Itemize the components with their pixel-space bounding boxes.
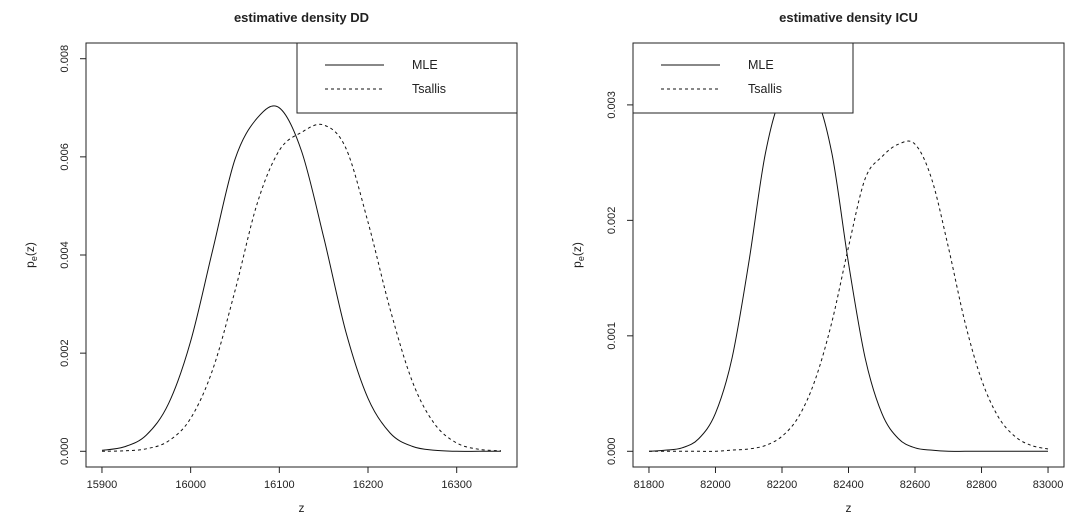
y-tick-label: 0.006 bbox=[59, 143, 71, 171]
series-line-tsallis bbox=[649, 140, 1049, 452]
y-tick-label: 0.000 bbox=[59, 438, 71, 466]
y-tick-label: 0.000 bbox=[606, 438, 618, 466]
y-axis-label-tail: (z) bbox=[570, 242, 584, 256]
x-tick-label: 16100 bbox=[264, 479, 295, 491]
y-tick-label: 0.002 bbox=[606, 207, 618, 235]
series-line-tsallis bbox=[101, 123, 502, 452]
legend-box bbox=[632, 42, 854, 114]
chart-title: estimative density DD bbox=[234, 10, 369, 25]
series-line-mle bbox=[101, 105, 501, 452]
x-tick-label: 82200 bbox=[767, 479, 798, 491]
y-axis-label-sub: e bbox=[576, 256, 586, 261]
x-tick-label: 16000 bbox=[175, 479, 206, 491]
legend-label-mle: MLE bbox=[412, 58, 438, 72]
legend-label-mle: MLE bbox=[748, 58, 774, 72]
y-axis-label-tail: (z) bbox=[23, 242, 37, 256]
y-axis-label-sub: e bbox=[29, 256, 39, 261]
y-axis-label: pe(z) bbox=[570, 242, 586, 268]
legend-box bbox=[296, 42, 518, 114]
series-line-mle bbox=[648, 94, 1048, 452]
x-tick-label: 82800 bbox=[966, 479, 997, 491]
y-axis-label-main: p bbox=[23, 261, 37, 268]
y-tick-label: 0.003 bbox=[606, 91, 618, 119]
y-axis-label: pe(z) bbox=[23, 242, 39, 268]
x-tick-label: 82400 bbox=[833, 479, 864, 491]
x-axis-label: z bbox=[846, 501, 852, 515]
x-tick-label: 81800 bbox=[634, 479, 665, 491]
chart-title: estimative density ICU bbox=[779, 10, 918, 25]
chart-panel-dd: estimative density DD 15900 16000 16100 1620… bbox=[23, 10, 518, 515]
y-tick-label: 0.008 bbox=[59, 45, 71, 73]
x-tick-label: 82000 bbox=[700, 479, 731, 491]
y-axis-label-main: p bbox=[570, 261, 584, 268]
chart-panel-icu: estimative density ICU 81800 82000 82200 824… bbox=[570, 10, 1065, 515]
x-tick-label: 82600 bbox=[900, 479, 931, 491]
x-tick-label: 15900 bbox=[87, 479, 118, 491]
legend-label-tsallis: Tsallis bbox=[748, 82, 782, 96]
y-tick-label: 0.002 bbox=[59, 339, 71, 367]
x-tick-label: 16300 bbox=[441, 479, 472, 491]
y-tick-label: 0.001 bbox=[606, 322, 618, 350]
x-tick-label: 16200 bbox=[353, 479, 384, 491]
x-tick-label: 83000 bbox=[1033, 479, 1064, 491]
x-axis-label: z bbox=[299, 501, 305, 515]
legend-label-tsallis: Tsallis bbox=[412, 82, 446, 96]
y-tick-label: 0.004 bbox=[59, 241, 71, 269]
